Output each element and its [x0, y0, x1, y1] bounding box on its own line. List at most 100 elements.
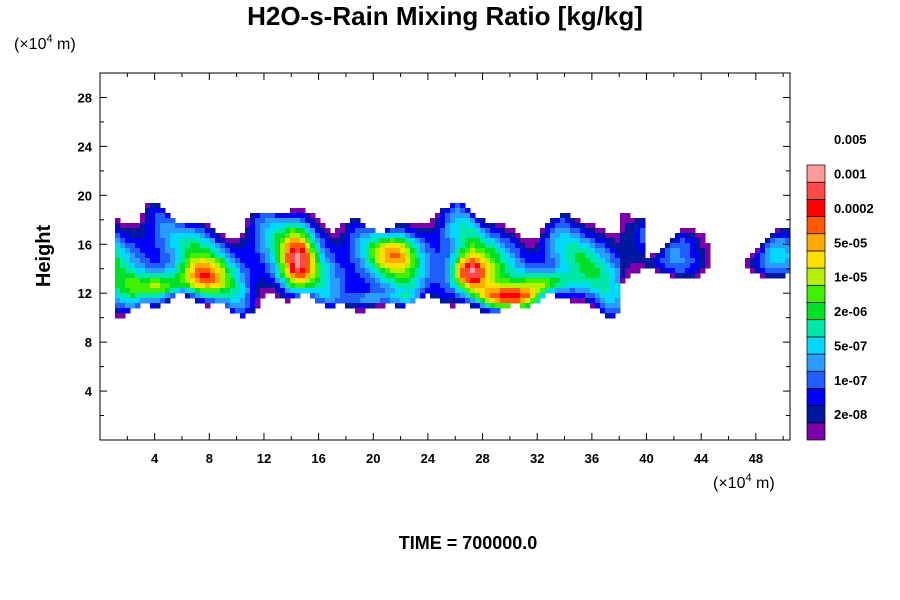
field-cell [575, 268, 581, 274]
field-cell [370, 248, 376, 254]
field-cell [560, 223, 566, 229]
field-cell [680, 228, 686, 234]
field-cell [530, 263, 536, 269]
field-cell [640, 223, 646, 229]
field-cell [160, 208, 166, 214]
field-cell [480, 298, 486, 304]
field-cell [375, 238, 381, 244]
field-cell [550, 223, 556, 229]
field-cell [350, 288, 356, 294]
field-cell [340, 283, 346, 289]
field-cell [265, 218, 271, 224]
field-cell [680, 258, 686, 264]
field-cell [115, 253, 121, 259]
field-cell [625, 218, 631, 224]
field-cell [260, 228, 266, 234]
field-cell [390, 298, 396, 304]
field-cell [255, 303, 261, 309]
field-cell [690, 253, 696, 259]
field-cell [190, 268, 196, 274]
field-cell [325, 273, 331, 279]
field-cell [220, 248, 226, 254]
field-cell [635, 218, 641, 224]
field-cell [455, 298, 461, 304]
field-cell [435, 228, 441, 234]
field-cell [355, 298, 361, 304]
field-cell [780, 248, 786, 254]
field-cell [195, 263, 201, 269]
field-cell [525, 263, 531, 269]
field-cell [555, 288, 561, 294]
field-cell [575, 278, 581, 284]
field-cell [485, 263, 491, 269]
field-cell [610, 313, 616, 319]
field-cell [390, 263, 396, 269]
field-cell [700, 268, 706, 274]
field-cell [280, 268, 286, 274]
field-cell [285, 223, 291, 229]
field-cell [145, 268, 151, 274]
field-cell [535, 248, 541, 254]
field-cell [540, 253, 546, 259]
field-cell [535, 258, 541, 264]
field-cell [260, 283, 266, 289]
field-cell [160, 218, 166, 224]
field-cell [435, 283, 441, 289]
field-cell [380, 273, 386, 279]
field-cell [415, 273, 421, 279]
field-cell [535, 263, 541, 269]
field-cell [145, 298, 151, 304]
field-cell [230, 298, 236, 304]
field-cell [220, 268, 226, 274]
field-cell [135, 253, 141, 259]
field-cell [610, 268, 616, 274]
field-cell [655, 253, 661, 259]
field-cell [475, 233, 481, 239]
field-cell [525, 303, 531, 309]
field-cell [380, 293, 386, 299]
field-cell [215, 248, 221, 254]
field-cell [140, 293, 146, 299]
field-cell [350, 233, 356, 239]
field-cell [285, 283, 291, 289]
field-cell [570, 218, 576, 224]
field-cell [220, 278, 226, 284]
field-cell [260, 243, 266, 249]
field-cell [560, 238, 566, 244]
field-cell [285, 233, 291, 239]
field-cell [360, 303, 366, 309]
field-cell [550, 228, 556, 234]
field-cell [155, 208, 161, 214]
field-cell [285, 288, 291, 294]
field-cell [575, 298, 581, 304]
field-cell [580, 268, 586, 274]
field-cell [610, 308, 616, 314]
field-cell [170, 293, 176, 299]
field-cell [700, 238, 706, 244]
field-cell [765, 273, 771, 279]
field-cell [490, 233, 496, 239]
field-cell [460, 298, 466, 304]
colorbar-label: 5e-07 [834, 338, 867, 353]
field-cell [325, 298, 331, 304]
x-axis-ticks: 4 8 12 16 20 24 28 32 36 40 44 48 [126, 73, 784, 466]
field-cell [365, 278, 371, 284]
field-cell [245, 298, 251, 304]
field-cell [200, 288, 206, 294]
field-cell [485, 303, 491, 309]
field-cell [140, 228, 146, 234]
field-cell [360, 273, 366, 279]
field-cell [310, 278, 316, 284]
field-cell [300, 223, 306, 229]
field-cell [495, 303, 501, 309]
field-cell [420, 223, 426, 229]
field-cell [290, 213, 296, 219]
field-cell [415, 243, 421, 249]
field-cell [450, 303, 456, 309]
field-cell [150, 248, 156, 254]
field-cell [140, 233, 146, 239]
field-cell [160, 263, 166, 269]
field-cell [360, 278, 366, 284]
field-cell [495, 233, 501, 239]
